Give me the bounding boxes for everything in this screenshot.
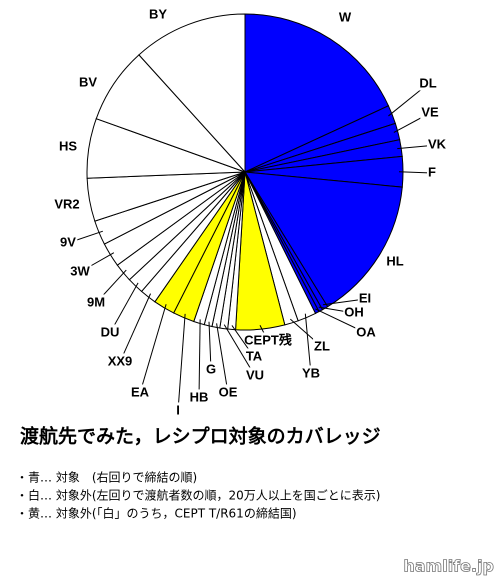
note: ・白… 対象外(左回りで渡航者数の順，20万人以上を国ごとに表示) xyxy=(16,488,380,503)
leader-line xyxy=(304,313,312,375)
slice-label: TA xyxy=(246,348,263,363)
slice-label: CEPT残 xyxy=(244,332,292,347)
leader-line xyxy=(216,323,229,394)
leader-line xyxy=(198,319,201,399)
slice-label: F xyxy=(428,164,436,179)
label-bg xyxy=(59,234,78,250)
label-bg xyxy=(175,402,181,418)
slice-label: VE xyxy=(421,104,439,119)
label-bg xyxy=(85,294,107,310)
leader-line xyxy=(177,313,186,412)
watermark: hamlife.jp xyxy=(403,557,494,576)
leader-line xyxy=(139,304,167,394)
slice-label: OA xyxy=(356,324,376,339)
label-bg xyxy=(244,367,266,383)
label-bg xyxy=(129,384,151,400)
slice-label: DL xyxy=(419,75,436,90)
slice-label: 3W xyxy=(70,263,90,278)
label-bg xyxy=(418,75,438,91)
leader-line xyxy=(223,324,256,377)
slice-label: OH xyxy=(344,304,364,319)
slice-label: HB xyxy=(190,389,209,404)
slice-label: 9M xyxy=(87,294,105,309)
label-bg xyxy=(313,338,331,354)
label-bg xyxy=(357,290,373,306)
note: ・黄… 対象外(「白」のうち，CEPT T/R61の締結国) xyxy=(16,506,297,521)
label-bg xyxy=(243,332,293,348)
pie-slice xyxy=(138,13,246,174)
slice-label: HS xyxy=(59,138,77,153)
note: ・青… 対象 (右回りで締結の順) xyxy=(16,470,197,485)
slice-label: VU xyxy=(246,367,264,382)
leader-line xyxy=(119,293,151,363)
label-bg xyxy=(99,324,121,340)
slice-label: BY xyxy=(149,6,167,21)
label-bg xyxy=(426,136,448,152)
chart-title: 渡航先でみた，レシプロ対象のカバレッジ xyxy=(20,425,381,448)
leader-line xyxy=(398,171,433,174)
slice-label: BV xyxy=(79,74,97,89)
slice-label: VR2 xyxy=(54,196,79,211)
label-bg xyxy=(427,164,438,180)
label-bg xyxy=(69,263,92,279)
pie-slice xyxy=(244,171,403,308)
slice-label: EA xyxy=(131,384,150,399)
label-bg xyxy=(217,384,239,400)
slice-label: VK xyxy=(428,136,447,151)
slice-label: YB xyxy=(302,365,320,380)
label-bg xyxy=(106,353,134,369)
slice-label: I xyxy=(176,402,180,417)
pie-slice xyxy=(244,13,390,173)
label-bg xyxy=(300,365,322,381)
slice-label: EI xyxy=(359,290,371,305)
slice-label: 9V xyxy=(60,234,76,249)
label-bg xyxy=(355,324,378,340)
slice-label: HL xyxy=(386,253,403,268)
label-bg xyxy=(343,304,365,320)
label-bg xyxy=(244,348,264,364)
slice-label: W xyxy=(339,9,352,24)
label-bg xyxy=(204,361,218,377)
slice-label: DU xyxy=(101,324,120,339)
slice-label: G xyxy=(206,361,216,376)
slice-label: XX9 xyxy=(108,353,133,368)
label-bg xyxy=(420,104,440,120)
label-bg xyxy=(188,389,210,405)
slice-label: ZL xyxy=(314,338,330,353)
slice-label: OE xyxy=(219,384,238,399)
